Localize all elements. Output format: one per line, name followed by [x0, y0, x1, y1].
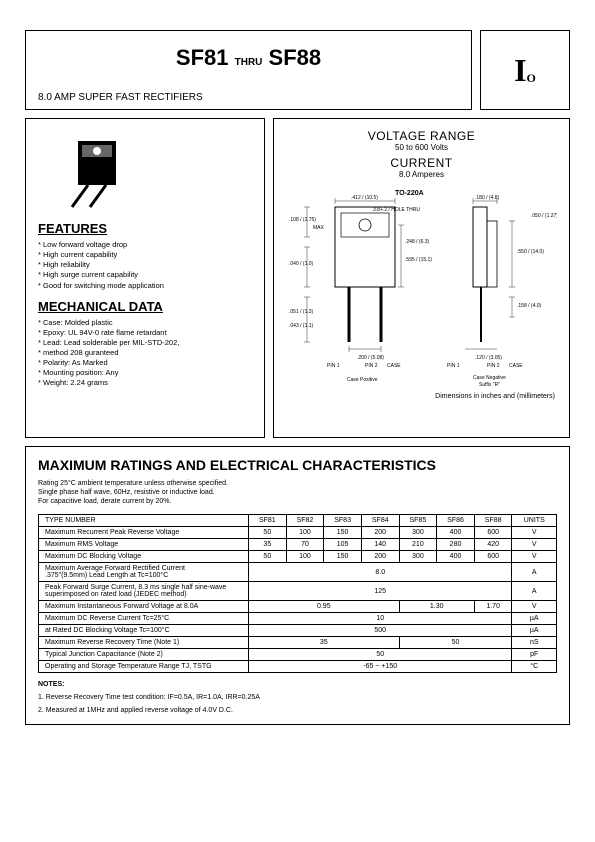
pkg-label: TO-220A	[395, 190, 424, 197]
title-box: SF81 THRU SF88 8.0 AMP SUPER FAST RECTIF…	[25, 30, 472, 110]
list-item: Case: Molded plastic	[38, 318, 254, 328]
svg-text:PIN 2: PIN 2	[487, 363, 500, 369]
ratings-condition: Rating 25°C ambient temperature unless o…	[38, 479, 557, 506]
svg-text:.595 / (15.1): .595 / (15.1)	[405, 257, 432, 263]
svg-text:3.8+.2 / HOLE THRU: 3.8+.2 / HOLE THRU	[373, 207, 420, 213]
list-item: High reliability	[38, 260, 254, 270]
logo-main: I	[514, 52, 526, 89]
list-item: Low forward voltage drop	[38, 240, 254, 250]
voltage-range-value: 50 to 600 Volts	[282, 143, 561, 152]
diagram-box: VOLTAGE RANGE 50 to 600 Volts CURRENT 8.…	[273, 118, 570, 438]
title-left: SF81	[176, 45, 229, 70]
svg-text:.043 / (1.1): .043 / (1.1)	[289, 323, 314, 329]
note-1: 1. Reverse Recovery Time test condition:…	[38, 694, 557, 701]
notes-heading: NOTES:	[38, 681, 557, 688]
features-list: Low forward voltage dropHigh current cap…	[38, 240, 254, 291]
list-item: method 208 guranteed	[38, 348, 254, 358]
ratings-box: MAXIMUM RATINGS AND ELECTRICAL CHARACTER…	[25, 446, 570, 725]
logo-sub: O	[527, 71, 536, 86]
svg-text:.248 / (6.3): .248 / (6.3)	[405, 239, 430, 245]
svg-text:.180 / (4.8): .180 / (4.8)	[475, 195, 500, 201]
ratings-heading: MAXIMUM RATINGS AND ELECTRICAL CHARACTER…	[38, 457, 557, 473]
svg-text:.040 / (1.0): .040 / (1.0)	[289, 261, 314, 267]
list-item: Polarity: As Marked	[38, 358, 254, 368]
svg-text:PIN 1: PIN 1	[327, 363, 340, 369]
title-right: SF88	[269, 45, 322, 70]
list-item: Lead: Lead solderable per MIL-STD-202,	[38, 338, 254, 348]
mechanical-list: Case: Molded plasticEpoxy: UL 94V-0 rate…	[38, 318, 254, 389]
svg-text:.108 / (2.75): .108 / (2.75)	[289, 217, 316, 223]
svg-text:.158 / (4.0): .158 / (4.0)	[517, 303, 542, 309]
svg-text:PIN 1: PIN 1	[447, 363, 460, 369]
svg-text:Case Negative: Case Negative	[473, 375, 506, 381]
package-drawing: TO-220A .412 / (10.5) 3.8+.2 / HOLE THRU…	[287, 187, 557, 387]
features-heading: FEATURES	[38, 221, 254, 236]
list-item: Weight: 2.24 grams	[38, 378, 254, 388]
svg-text:.412 / (10.5): .412 / (10.5)	[351, 195, 378, 201]
current-heading: CURRENT	[282, 156, 561, 170]
voltage-range-heading: VOLTAGE RANGE	[282, 129, 561, 143]
mid-row: FEATURES Low forward voltage dropHigh cu…	[25, 118, 570, 438]
header-row: SF81 THRU SF88 8.0 AMP SUPER FAST RECTIF…	[25, 30, 570, 110]
list-item: Epoxy: UL 94V-0 rate flame retardant	[38, 328, 254, 338]
svg-text:Case Positive: Case Positive	[347, 377, 378, 383]
list-item: High surge current capability	[38, 270, 254, 280]
list-item: Mounting position: Any	[38, 368, 254, 378]
list-item: Good for switching mode application	[38, 281, 254, 291]
package-icon	[38, 133, 148, 213]
dimensions-note: Dimensions in inches and (millimeters)	[282, 393, 561, 400]
logo-box: IO	[480, 30, 570, 110]
svg-text:PIN 2: PIN 2	[365, 363, 378, 369]
features-box: FEATURES Low forward voltage dropHigh cu…	[25, 118, 265, 438]
product-title: SF81 THRU SF88	[38, 45, 459, 71]
mechanical-heading: MECHANICAL DATA	[38, 299, 254, 314]
spec-table: TYPE NUMBERSF81SF82SF83SF84SF85SF86SF88U…	[38, 514, 557, 673]
current-value: 8.0 Amperes	[282, 170, 561, 179]
svg-text:.051 / (1.3): .051 / (1.3)	[289, 309, 314, 315]
svg-text:Suffix "R": Suffix "R"	[479, 382, 500, 387]
svg-text:CASE: CASE	[387, 363, 401, 369]
title-thru: THRU	[235, 57, 263, 68]
note-2: 2. Measured at 1MHz and applied reverse …	[38, 707, 557, 714]
svg-text:.050 / (1.27): .050 / (1.27)	[531, 213, 557, 219]
list-item: High current capability	[38, 250, 254, 260]
svg-text:MAX: MAX	[313, 225, 325, 231]
svg-text:.120 / (3.05): .120 / (3.05)	[475, 355, 502, 361]
subtitle: 8.0 AMP SUPER FAST RECTIFIERS	[38, 92, 459, 103]
svg-text:CASE: CASE	[509, 363, 523, 369]
svg-text:.200 / (5.08): .200 / (5.08)	[357, 355, 384, 361]
svg-text:.550 / (14.0): .550 / (14.0)	[517, 249, 544, 255]
